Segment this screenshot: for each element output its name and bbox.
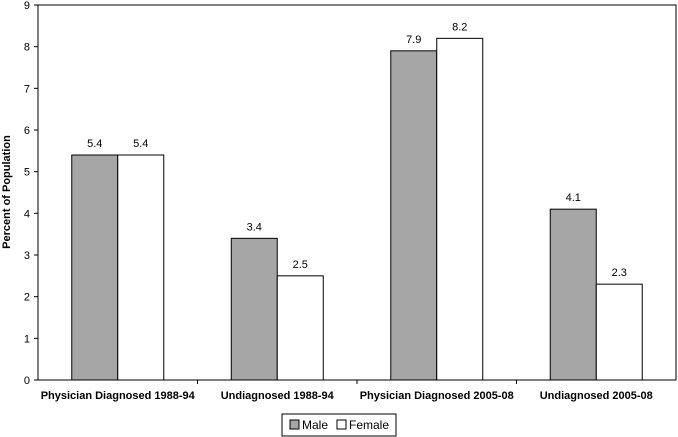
y-tick-label: 7 — [24, 83, 30, 95]
bar-male — [71, 154, 119, 381]
y-tick-label: 1 — [24, 333, 30, 345]
y-tick-label: 6 — [24, 125, 30, 137]
bar-female — [276, 275, 324, 381]
data-label: 2.5 — [293, 259, 308, 271]
legend-label: Female — [349, 418, 389, 432]
bars — [71, 37, 643, 381]
bar-male — [230, 237, 278, 381]
x-tick-label: Undiagnosed 1988-94 — [221, 390, 335, 402]
bar-male — [549, 208, 597, 381]
legend-swatch-male — [289, 419, 300, 430]
data-label: 7.9 — [406, 34, 421, 46]
bar-female — [117, 154, 165, 381]
y-axis-label: Percent of Population — [1, 135, 13, 249]
legend: Male Female — [281, 413, 397, 437]
bar-female — [436, 37, 484, 381]
x-tick-label: Physician Diagnosed 1988-94 — [41, 390, 196, 402]
y-tick-label: 4 — [24, 208, 30, 220]
bar-female — [595, 283, 643, 381]
data-label: 4.1 — [566, 192, 581, 204]
y-tick-label: 9 — [24, 0, 30, 12]
y-tick-label: 8 — [24, 42, 30, 54]
y-tick-label: 3 — [24, 250, 30, 262]
data-label: 5.4 — [87, 138, 102, 150]
axes: 0 1 2 3 4 5 6 7 8 9 Physician Diagnosed 1988-94 Und… — [24, 0, 677, 402]
legend-swatch-female — [336, 419, 347, 430]
data-label: 8.2 — [452, 21, 467, 33]
y-tick-label: 5 — [24, 167, 30, 179]
data-labels: 5.4 3.4 7.9 4.1 5.4 2.5 8.2 2.3 — [87, 21, 627, 279]
y-tick-label: 0 — [24, 375, 30, 387]
data-label: 5.4 — [133, 138, 148, 150]
y-tick-label: 2 — [24, 292, 30, 304]
bar-male — [390, 50, 438, 381]
x-tick-label: Physician Diagnosed 2005-08 — [360, 390, 514, 402]
data-label: 2.3 — [612, 267, 627, 279]
legend-label: Male — [302, 418, 328, 432]
x-tick-label: Undiagnosed 2005-08 — [540, 390, 653, 402]
data-label: 3.4 — [247, 221, 262, 233]
